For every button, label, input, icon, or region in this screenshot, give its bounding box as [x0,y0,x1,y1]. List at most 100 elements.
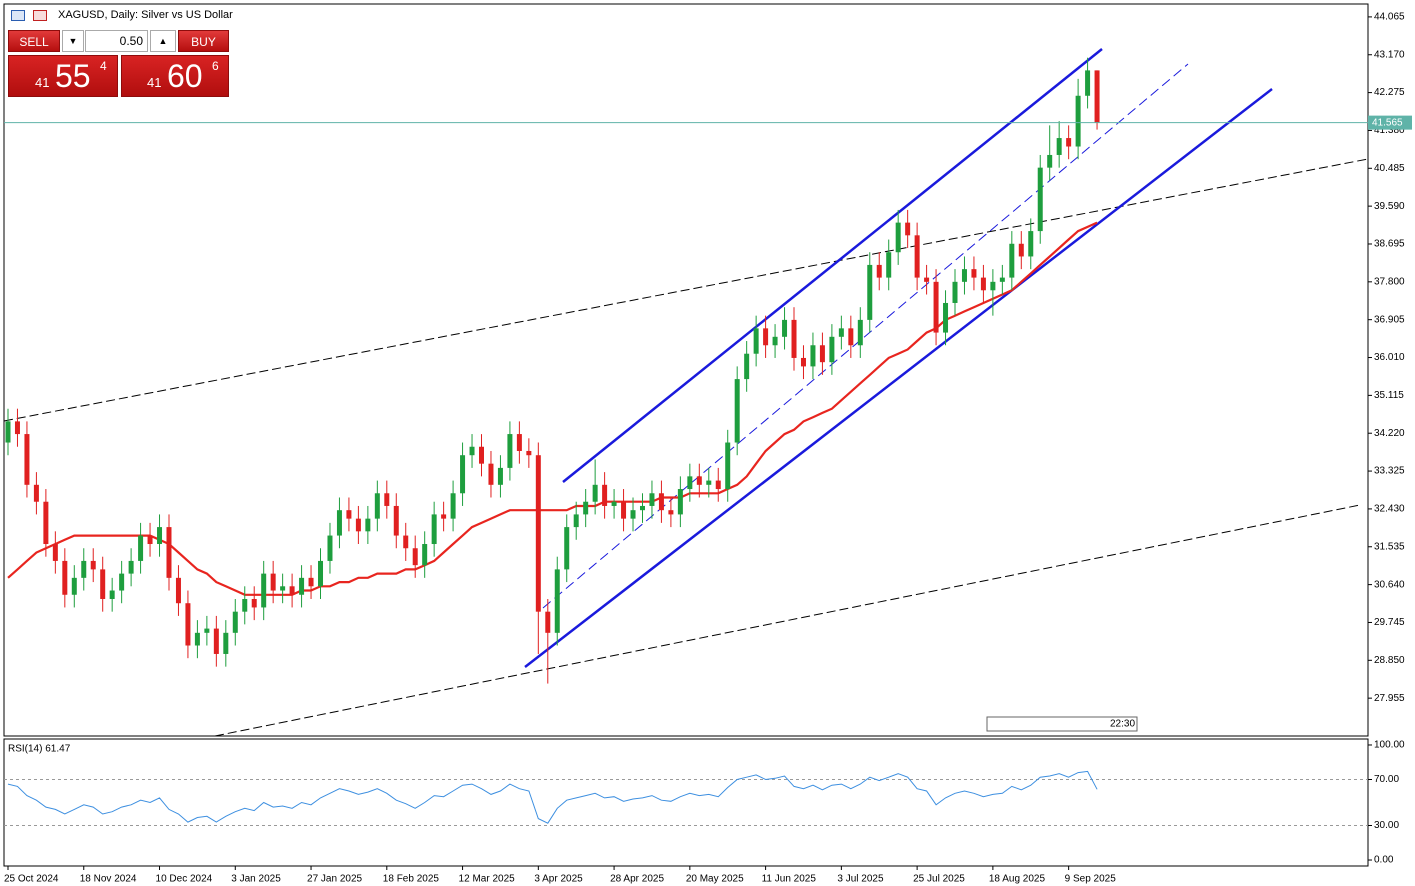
candle-body [980,277,986,291]
x-tick-label: 20 May 2025 [686,874,744,885]
candle-body [365,518,371,532]
y-tick-label: 41.380 [1374,125,1405,136]
candle-body [990,281,996,291]
candle-body [100,569,106,599]
rsi-frame [3,738,1369,867]
candle-body [90,560,96,570]
candle-body [128,560,134,574]
candle-body [725,442,731,490]
candle-body [251,598,257,608]
candle-body [867,264,873,320]
candle-body [204,628,210,633]
lot-down[interactable]: ▼ [62,30,84,52]
candle-body [677,489,683,515]
timer: 22:30 [1110,719,1135,730]
y-tick-label: 38.695 [1374,239,1405,250]
candle-body [261,573,267,608]
candle-body [782,319,788,337]
candle-body [280,586,286,591]
channel-upper [562,48,1103,483]
candle-body [1094,70,1100,123]
candle-body [715,480,721,490]
candle-body [62,560,68,595]
candle-body [706,480,712,485]
candle-body [1066,138,1072,147]
candle-body [412,548,418,566]
candle-body [639,505,645,511]
candle-body [223,632,229,654]
candle-body [933,281,939,333]
y-tick-label: 31.535 [1374,541,1405,552]
candle-body [71,577,77,595]
candle-body [583,501,589,515]
candle-body [308,577,314,587]
candle-body [460,455,466,494]
candle-body [791,319,797,358]
icon [11,10,25,21]
candle-body [564,527,570,570]
x-tick-label: 3 Apr 2025 [534,874,583,885]
candle-body [649,493,655,506]
y-tick-label: 33.325 [1374,466,1405,477]
candle-body [971,269,977,278]
candle-body [1009,243,1015,278]
price-small: 6 [212,59,219,73]
sell-button[interactable]: SELL [8,30,60,52]
rsi-title: RSI(14) 61.47 [8,744,71,755]
candle-body [895,222,901,253]
candle-body [33,484,39,502]
candle-body [1028,231,1034,257]
trendline [3,158,1369,422]
candle-body [961,269,967,282]
candle-body [299,577,305,595]
candle-body [905,222,911,236]
candle-body [403,535,409,549]
y-tick-label: 34.220 [1374,428,1405,439]
y-tick-label: 36.905 [1374,314,1405,325]
candle-body [393,505,399,536]
candle-body [14,421,20,435]
price-prefix: 41 [147,75,162,90]
candle-body [753,328,759,354]
candle-body [431,514,437,545]
candle-body [914,235,920,278]
candle-body [157,527,163,545]
y-tick-label: 40.485 [1374,163,1405,174]
candle-body [119,573,125,591]
x-tick-label: 11 Jun 2025 [762,874,817,885]
candle-body [109,590,115,599]
buy-price[interactable]: 41 60 6 [121,55,229,97]
candle-body [526,450,532,456]
candle-body [810,345,816,367]
x-tick-label: 27 Jan 2025 [307,874,362,885]
candle-body [573,514,579,528]
candle-body [819,345,825,363]
lot-input[interactable]: 0.50 [85,30,148,52]
x-tick-label: 18 Aug 2025 [989,874,1046,885]
candle-body [696,476,702,485]
candle-body [952,281,958,303]
x-tick-label: 3 Jan 2025 [231,874,281,885]
y-tick-label: 36.010 [1374,352,1405,363]
candle-body [355,518,361,532]
candle-body [857,319,863,346]
sell-price[interactable]: 41 55 4 [8,55,118,97]
rsi-line [7,770,1098,824]
y-tick-label: 28.850 [1374,655,1405,666]
candle-body [658,493,664,511]
y-tick-label: 30.640 [1374,579,1405,590]
bid-label: 41.565 [1372,117,1403,128]
main-frame [3,3,1369,737]
x-tick-label: 28 Apr 2025 [610,874,664,885]
candle-body [374,493,380,519]
lot-up[interactable]: ▲ [150,30,176,52]
buy-button[interactable]: BUY [178,30,229,52]
candle-body [138,535,144,561]
candle-body [497,467,503,485]
y-tick-label: 32.430 [1374,504,1405,515]
candle-body [763,328,769,346]
candle-body [213,628,219,654]
timer-box [986,716,1138,732]
channel-lower [524,88,1273,668]
candle-body [469,446,475,456]
